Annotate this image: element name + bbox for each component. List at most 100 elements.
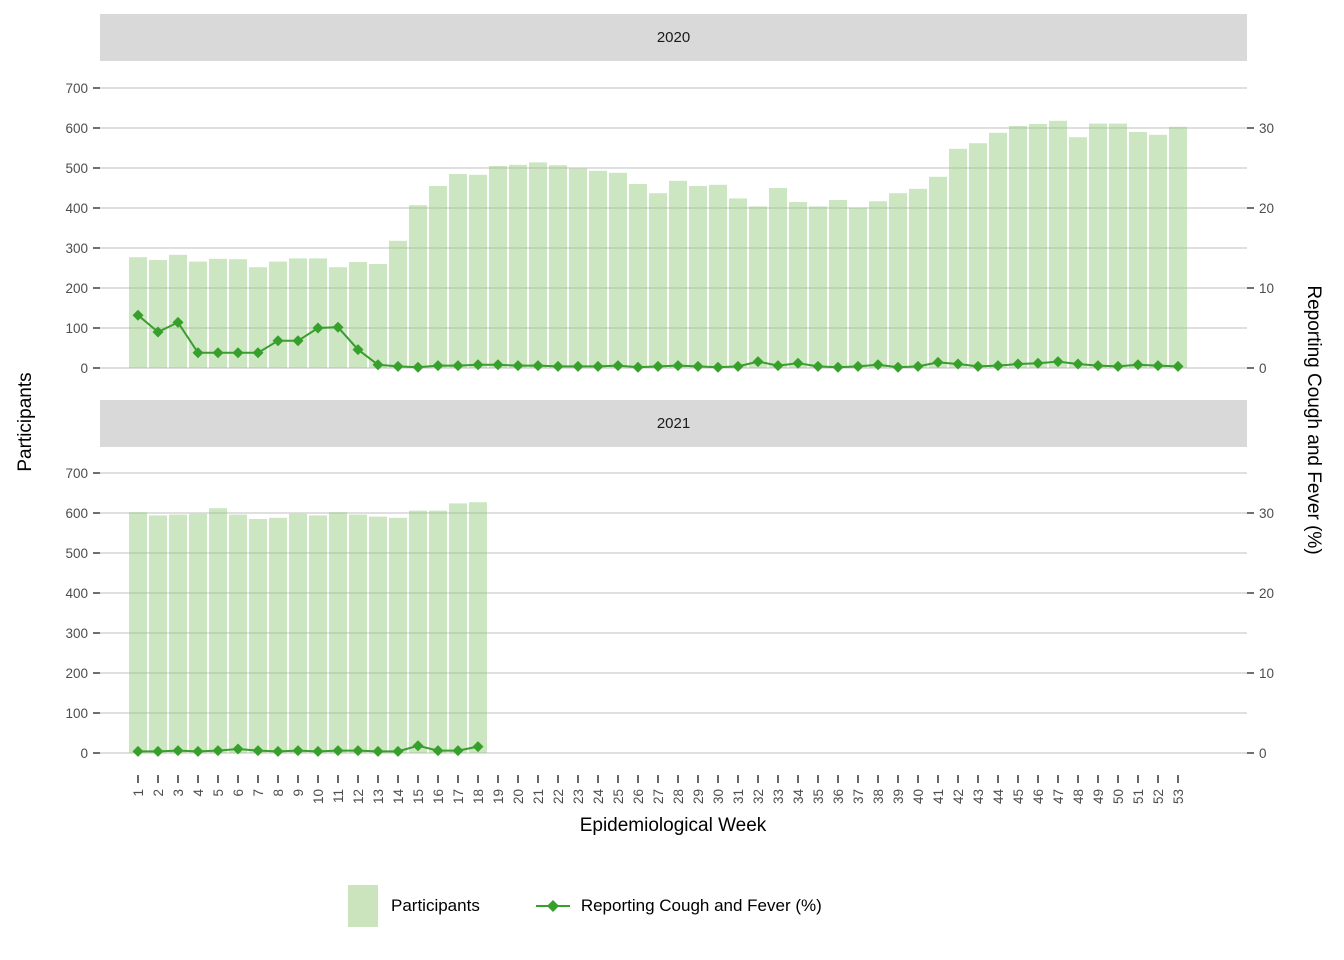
facet-2020-pct-point-week-38 [872,359,884,371]
xtick-label-week-37: 37 [851,789,866,804]
facet-2021-bar-week-15 [409,510,427,753]
facet-2020-bar-week-13 [369,264,387,368]
facet-2020-bar-week-48 [1069,137,1087,368]
facet-strip-2021-label: 2021 [656,415,691,432]
xtick-label-week-34: 34 [791,789,806,805]
facet-2020-ytick-right-label-30: 30 [1259,121,1274,136]
xtick-label-week-1: 1 [131,789,146,797]
xtick-label-week-30: 30 [711,789,726,804]
facet-2020-bar-week-34 [789,202,807,368]
facet-2021-bar-week-3 [169,514,187,753]
legend-bar-swatch [348,885,378,927]
facet-2020-bar-week-46 [1029,124,1047,368]
facet-2020-bar-week-25 [609,172,627,368]
facet-2021-ytick-left-label-200: 200 [65,666,88,681]
facet-2020-bar-week-17 [449,174,467,368]
facet-2020-pct-point-week-23 [572,360,584,372]
y-axis-title-left: Participants [15,372,36,472]
facet-2020-pct-point-week-15 [412,361,424,373]
facet-2020-pct-point-week-43 [972,360,984,372]
xtick-label-week-20: 20 [511,789,526,804]
xtick-label-week-49: 49 [1091,789,1106,804]
facet-2020-ytick-right-label-20: 20 [1259,201,1274,216]
facet-2020-pct-point-week-24 [592,360,604,372]
facet-2020-pct-point-week-4 [192,347,204,359]
xtick-label-week-4: 4 [191,789,206,797]
facet-2020-pct-point-week-20 [512,360,524,372]
facet-2020-bar-week-11 [329,267,347,368]
facet-2020-ytick-left-label-0: 0 [80,361,88,376]
facet-2020-bar-week-5 [209,258,227,368]
legend-line-point-key [535,900,570,912]
facet-2020-pct-point-week-13 [372,359,384,371]
facet-2021-pct-point-week-3 [172,745,184,757]
xtick-label-week-7: 7 [251,789,266,797]
facet-2021-ytick-left-label-300: 300 [65,626,88,641]
facet-2020-pct-point-week-41 [932,356,944,368]
facet-2020-pct-point-week-39 [892,361,904,373]
facet-2021-ytick-left-label-100: 100 [65,706,88,721]
facet-2020-bar-week-41 [929,176,947,368]
facet-2021-bar-week-16 [429,510,447,753]
xtick-label-week-15: 15 [411,789,426,804]
facet-2020-pct-point-week-49 [1092,360,1104,372]
xtick-label-week-3: 3 [171,789,186,797]
xtick-label-week-33: 33 [771,789,786,804]
xtick-label-week-8: 8 [271,789,286,797]
xtick-label-week-50: 50 [1111,789,1126,804]
facet-2021-pct-point-week-2 [152,745,164,757]
xtick-label-week-39: 39 [891,789,906,804]
xtick-label-week-43: 43 [971,789,986,804]
facet-2021-bar-week-11 [329,512,347,753]
facet-2021-pct-point-week-16 [432,745,444,757]
facet-strip-2021: 2021 [100,400,1247,447]
facet-2021-pct-point-week-8 [272,745,284,757]
xtick-label-week-51: 51 [1131,789,1146,804]
facet-2021-bar-week-13 [369,516,387,753]
facet-2020-pct-point-week-11 [332,321,344,333]
xtick-label-week-48: 48 [1071,789,1086,804]
legend-label-cough-fever: Reporting Cough and Fever (%) [580,896,822,915]
facet-2020-pct-point-week-52 [1152,360,1164,372]
xtick-label-week-31: 31 [731,789,746,804]
xtick-label-week-46: 46 [1031,789,1046,804]
xtick-label-week-13: 13 [371,789,386,804]
xtick-label-week-6: 6 [231,789,246,797]
facet-2021-bar-week-5 [209,508,227,753]
facet-2020-pct-point-week-40 [912,360,924,372]
facet-2021-pct-point-week-15 [412,740,424,752]
facet-2021-pct-point-week-9 [292,745,304,757]
facet-2020-pct-point-week-2 [152,326,164,338]
facet-2020-pct-point-week-5 [212,347,224,359]
facet-2020-ytick-left-label-300: 300 [65,241,88,256]
facet-2020-bar-week-16 [429,186,447,368]
facet-2021-bar-week-18 [469,502,487,753]
xtick-label-week-26: 26 [631,789,646,804]
facet-2020-bar-week-24 [589,170,607,368]
facet-2020-pct-point-week-29 [692,360,704,372]
facet-2020-pct-point-week-19 [492,359,504,371]
facet-2020-pct-point-week-26 [632,361,644,373]
facet-2020-bar-week-26 [629,184,647,368]
facet-2020-pct-point-week-9 [292,335,304,347]
facet-2020-pct-point-week-14 [392,360,404,372]
facet-2021-bar-week-9 [289,513,307,753]
facet-2020-pct-point-week-35 [812,360,824,372]
facet-2021-pct-point-week-14 [392,745,404,757]
xtick-label-week-12: 12 [351,789,366,804]
facet-2021-bar-week-8 [269,517,287,753]
facet-2020-ytick-right-label-0: 0 [1259,361,1267,376]
xtick-label-week-22: 22 [551,789,566,804]
facet-2020-pct-point-week-25 [612,360,624,372]
xtick-label-week-5: 5 [211,789,226,797]
facet-2021-ytick-left-label-700: 700 [65,466,88,481]
facet-2020-bar-week-23 [569,168,587,368]
facet-2020-pct-point-week-30 [712,361,724,373]
facet-2021-bar-week-2 [149,515,167,753]
facet-2020-pct-point-week-12 [352,344,364,356]
xtick-label-week-25: 25 [611,789,626,804]
facet-2020-bar-week-37 [849,207,867,368]
facet-2020-pct-point-week-6 [232,347,244,359]
facet-2020-pct-point-week-3 [172,316,184,328]
